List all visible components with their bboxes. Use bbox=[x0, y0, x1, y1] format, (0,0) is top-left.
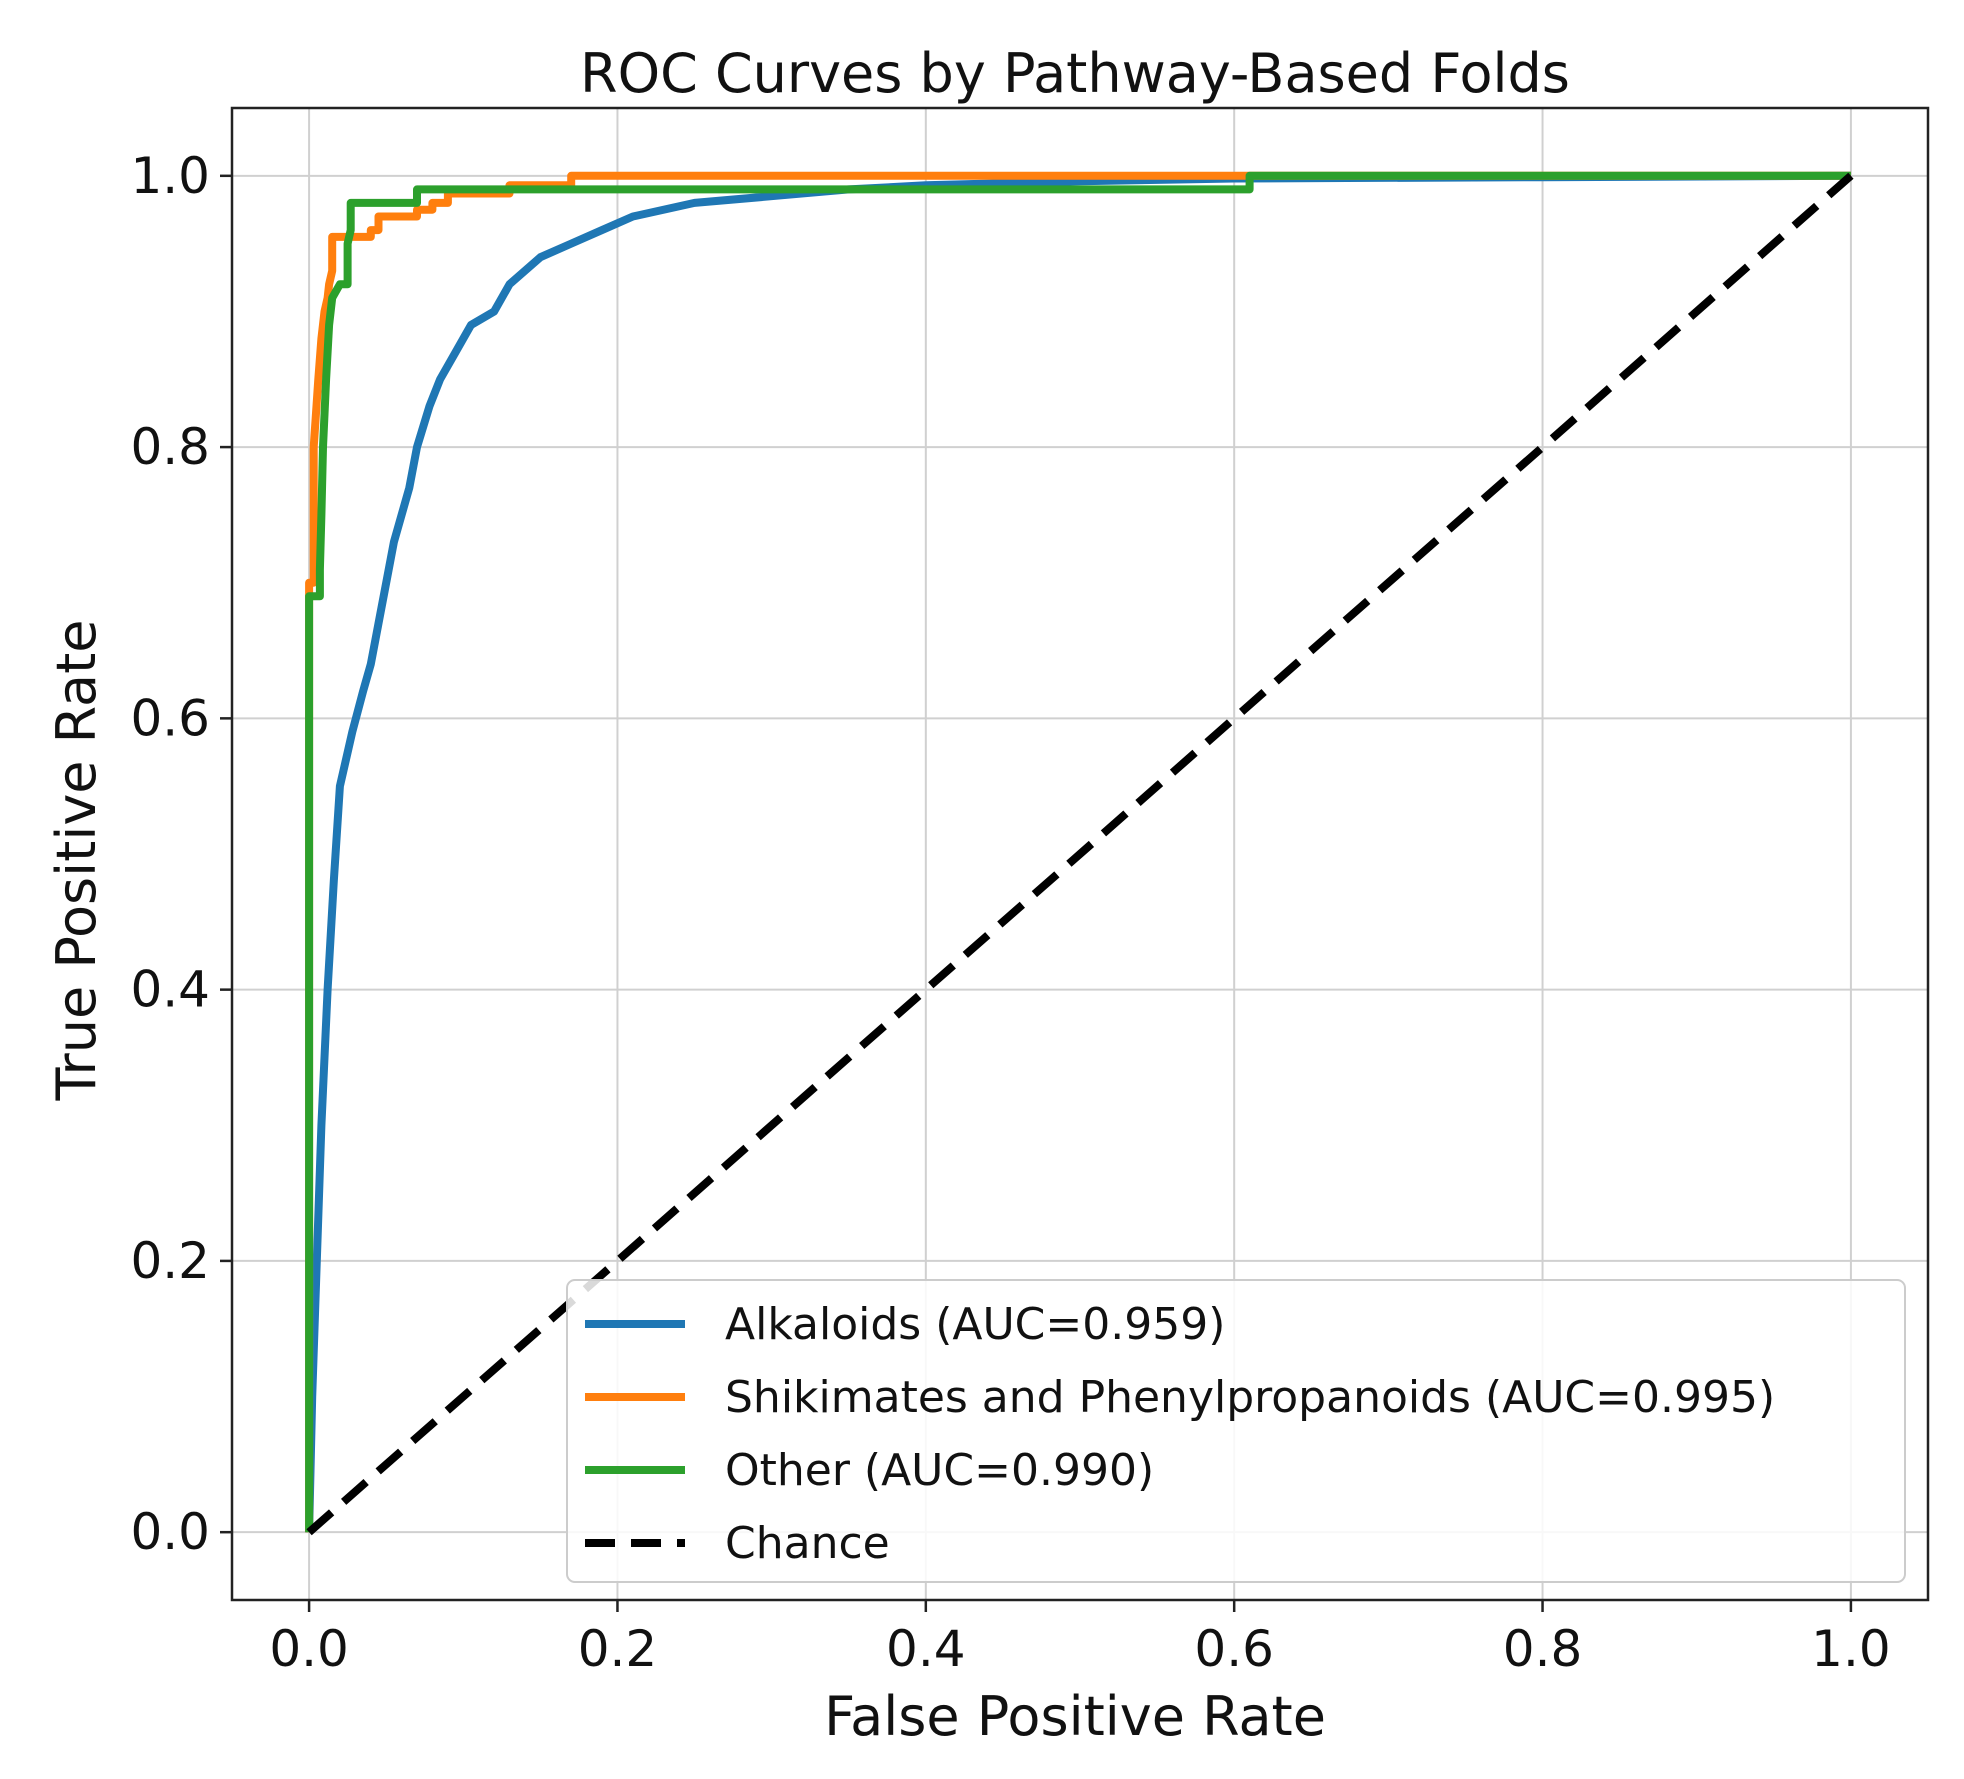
chart-title: ROC Curves by Pathway-Based Folds bbox=[580, 42, 1570, 105]
y-tick-label: 0.4 bbox=[130, 961, 210, 1019]
y-tick-label: 0.8 bbox=[130, 418, 210, 476]
y-tick-label: 0.0 bbox=[130, 1503, 210, 1561]
legend-label: Shikimates and Phenylpropanoids (AUC=0.9… bbox=[725, 1372, 1775, 1423]
x-tick-label: 0.2 bbox=[578, 1620, 658, 1678]
x-tick-label: 0.0 bbox=[269, 1620, 349, 1678]
y-tick-label: 0.6 bbox=[130, 689, 210, 747]
y-tick-label: 1.0 bbox=[130, 147, 210, 205]
y-axis-ticks: 0.0 0.2 0.4 0.6 0.8 1.0 bbox=[130, 147, 232, 1561]
plot-frame bbox=[230, 106, 1930, 1602]
x-axis-ticks: 0.0 0.2 0.4 0.6 0.8 1.0 bbox=[269, 1600, 1891, 1678]
legend: Alkaloids (AUC=0.959) Shikimates and Phen… bbox=[566, 1279, 1906, 1583]
grid-lines bbox=[232, 108, 1928, 1600]
x-tick-label: 0.6 bbox=[1194, 1620, 1274, 1678]
x-axis-label: False Positive Rate bbox=[824, 1685, 1326, 1748]
legend-box bbox=[566, 1279, 1906, 1583]
legend-label: Chance bbox=[725, 1518, 890, 1569]
y-tick-label: 0.2 bbox=[130, 1232, 210, 1290]
legend-label: Alkaloids (AUC=0.959) bbox=[725, 1299, 1225, 1350]
x-tick-label: 0.8 bbox=[1503, 1620, 1583, 1678]
series-layer bbox=[305, 171, 1854, 1536]
x-tick-label: 1.0 bbox=[1811, 1620, 1891, 1678]
y-axis-label: True Positive Rate bbox=[45, 619, 108, 1101]
x-tick-label: 0.4 bbox=[886, 1620, 966, 1678]
legend-label: Other (AUC=0.990) bbox=[725, 1445, 1154, 1496]
series-line-other bbox=[305, 171, 1851, 1533]
